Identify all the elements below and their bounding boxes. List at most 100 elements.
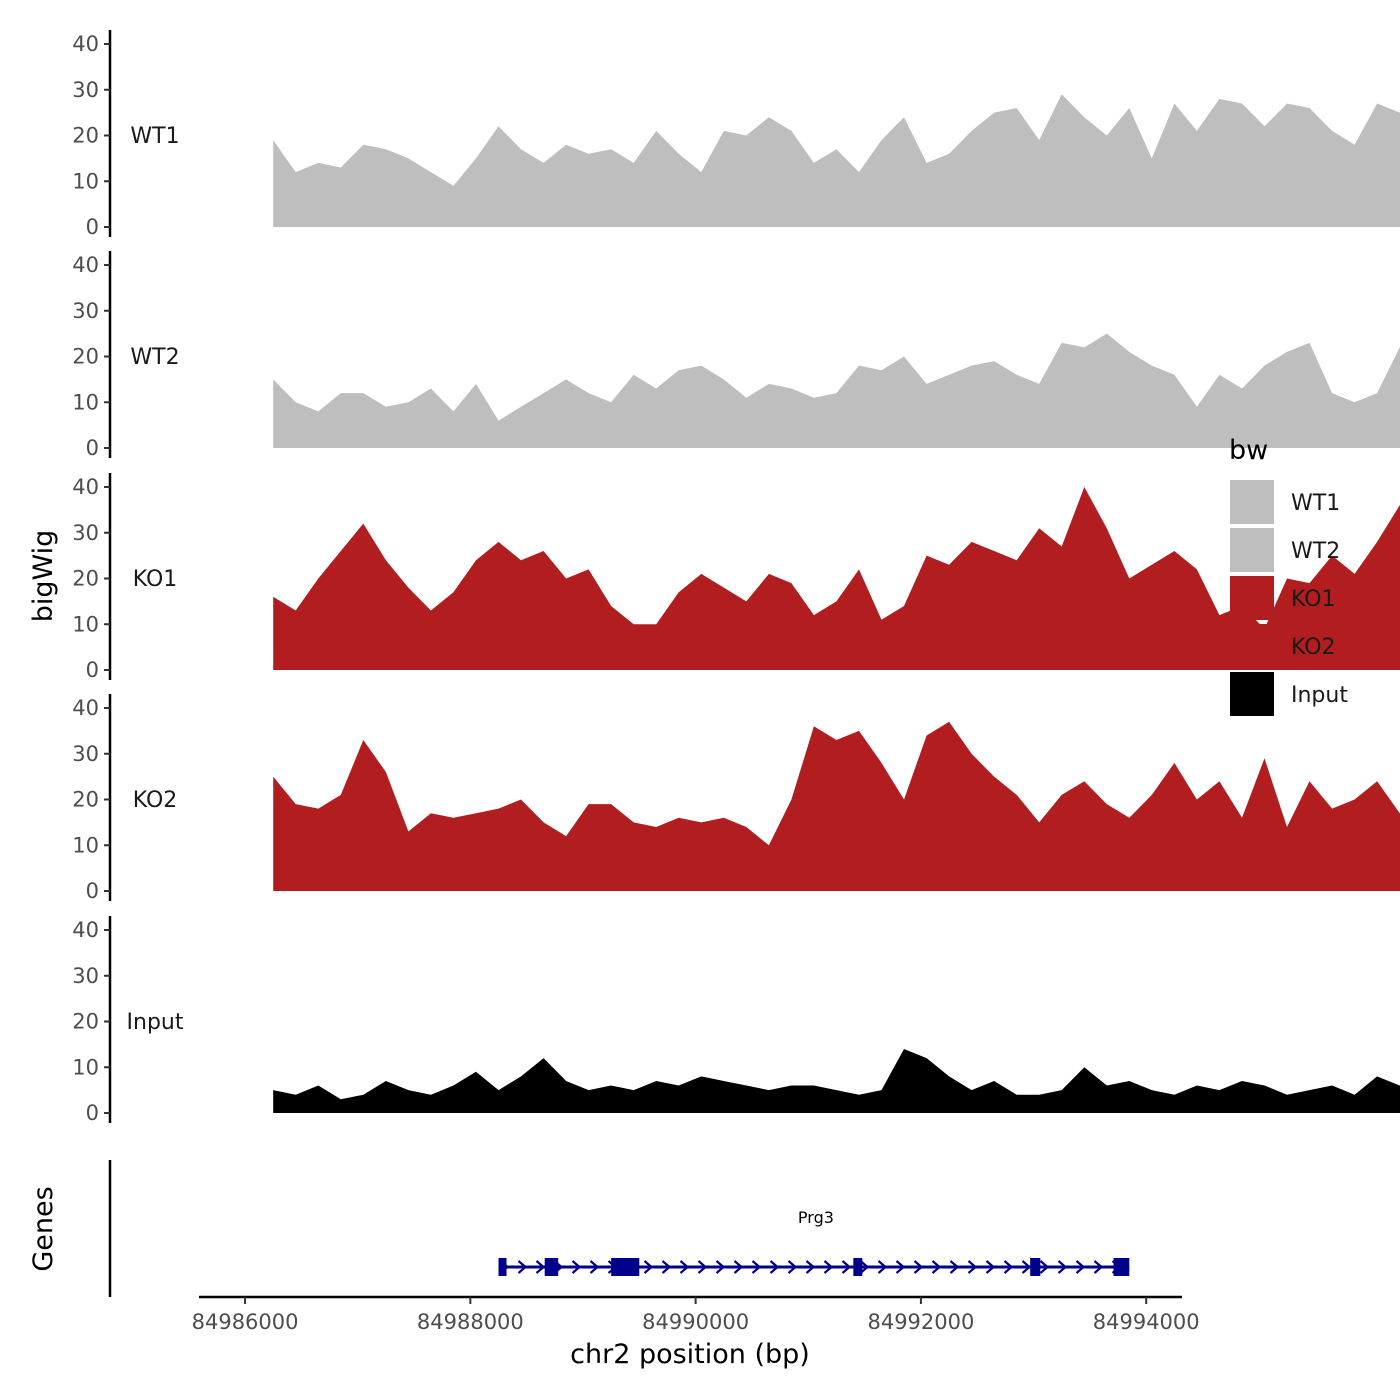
y-tick-label: 30	[72, 521, 99, 545]
gene-strand-chevron	[985, 1260, 996, 1274]
gene-exon	[1113, 1258, 1130, 1276]
track-input: 0 10 20 30 40 Input	[72, 916, 1400, 1125]
legend-label-wt2: WT2	[1291, 539, 1340, 564]
legend-title: bw	[1229, 435, 1268, 466]
y-tick-label: 40	[72, 696, 99, 720]
gene-exon	[1030, 1258, 1041, 1276]
y-tick-label: 30	[72, 964, 99, 988]
x-tick-label: 84992000	[867, 1310, 974, 1334]
gene-strand-chevron	[535, 1260, 546, 1274]
x-tick-label: 84994000	[1093, 1310, 1200, 1334]
gene-strand-chevron	[1021, 1260, 1032, 1274]
gene-strand-chevron	[949, 1260, 960, 1274]
x-tick-label: 84990000	[642, 1310, 749, 1334]
gene-strand-chevron	[1075, 1260, 1086, 1274]
gene-strand-chevron	[859, 1260, 870, 1274]
track-label-wt1: WT1	[130, 124, 179, 149]
track-wt2: 0 10 20 30 40 WT2	[72, 251, 1400, 460]
y-tick-label: 0	[86, 436, 99, 460]
gene-strand-chevron	[895, 1260, 906, 1274]
legend-key-ko1	[1230, 576, 1274, 620]
gene-strand-chevron	[1057, 1260, 1068, 1274]
track-label-input: Input	[127, 1010, 184, 1035]
genes-panel: Prg3	[108, 1160, 1130, 1297]
gene-name-label: Prg3	[798, 1208, 834, 1227]
track-wt1: 0 10 20 30 40 WT1	[72, 30, 1400, 239]
gene-exon	[498, 1258, 507, 1276]
legend-label-input: Input	[1291, 683, 1348, 708]
signal-tracks: 0 10 20 30 40 WT1 0 10 20 30 40 WT2 0 10 20 30 40 KO1 0 10 2…	[72, 30, 1400, 1125]
y-tick-label: 0	[86, 879, 99, 903]
y-axis-title: bigWig	[28, 530, 59, 623]
legend-key-ko2	[1230, 624, 1274, 668]
gene-strand-chevron	[841, 1260, 852, 1274]
gene-exon	[544, 1258, 559, 1276]
y-tick-label: 40	[72, 253, 99, 277]
y-tick-label: 20	[72, 124, 99, 148]
gene-strand-chevron	[967, 1260, 978, 1274]
track-label-ko2: KO2	[133, 788, 178, 813]
y-tick-label: 40	[72, 918, 99, 942]
y-tick-label: 0	[86, 1101, 99, 1125]
legend-key-input	[1230, 672, 1274, 716]
gene-strand-chevron	[571, 1260, 582, 1274]
y-tick-label: 20	[72, 567, 99, 591]
legend-key-wt2	[1230, 528, 1274, 572]
x-axis: 84986000 84988000 84990000 84992000 84994000	[192, 1295, 1200, 1334]
legend-label-ko1: KO1	[1291, 587, 1336, 612]
gene-strand-chevron	[715, 1260, 726, 1274]
track-label-ko1: KO1	[133, 567, 178, 592]
y-tick-label: 30	[72, 299, 99, 323]
y-tick-label: 0	[86, 215, 99, 239]
y-tick-label: 10	[72, 1055, 99, 1079]
gene-strand-chevron	[931, 1260, 942, 1274]
legend: bw WT1 WT2 KO1 KO2 Input	[1229, 435, 1348, 716]
gene-strand-chevron	[697, 1260, 708, 1274]
gene-strand-chevron	[643, 1260, 654, 1274]
track-ko2: 0 10 20 30 40 KO2	[72, 694, 1400, 903]
gene-exon	[611, 1258, 640, 1276]
area-wt1	[273, 94, 1400, 227]
y-tick-label: 10	[72, 612, 99, 636]
gene-strand-chevron	[823, 1260, 834, 1274]
gene-strand-chevron	[1039, 1260, 1050, 1274]
y-tick-label: 20	[72, 1010, 99, 1034]
y-tick-label: 0	[86, 658, 99, 682]
gene-strand-chevron	[733, 1260, 744, 1274]
y-tick-label: 20	[72, 788, 99, 812]
genes-axis-title: Genes	[28, 1186, 59, 1271]
legend-key-wt1	[1230, 480, 1274, 524]
gene-strand-chevron	[589, 1260, 600, 1274]
gene-exon	[853, 1258, 863, 1276]
track-ko1: 0 10 20 30 40 KO1	[72, 473, 1400, 682]
y-tick-label: 40	[72, 32, 99, 56]
area-input	[273, 1049, 1400, 1113]
y-tick-label: 10	[72, 169, 99, 193]
x-axis-title: chr2 position (bp)	[570, 1339, 810, 1370]
y-tick-label: 30	[72, 742, 99, 766]
y-tick-label: 20	[72, 345, 99, 369]
y-tick-label: 10	[72, 833, 99, 857]
y-tick-label: 30	[72, 78, 99, 102]
gene-strand-chevron	[679, 1260, 690, 1274]
gene-strand-chevron	[877, 1260, 888, 1274]
gene-strand-chevron	[787, 1260, 798, 1274]
gene-strand-chevron	[751, 1260, 762, 1274]
x-tick-label: 84986000	[192, 1310, 299, 1334]
gene-strand-chevron	[1003, 1260, 1014, 1274]
legend-label-wt1: WT1	[1291, 491, 1340, 516]
y-tick-label: 10	[72, 390, 99, 414]
track-label-wt2: WT2	[130, 345, 179, 370]
area-ko1	[273, 487, 1400, 670]
legend-label-ko2: KO2	[1291, 635, 1336, 660]
y-tick-label: 40	[72, 475, 99, 499]
x-tick-label: 84988000	[417, 1310, 524, 1334]
gene-strand-chevron	[805, 1260, 816, 1274]
gene-strand-chevron	[913, 1260, 924, 1274]
gene-strand-chevron	[1093, 1260, 1104, 1274]
gene-strand-chevron	[517, 1260, 528, 1274]
area-wt2	[273, 333, 1400, 448]
area-ko2	[273, 721, 1400, 891]
